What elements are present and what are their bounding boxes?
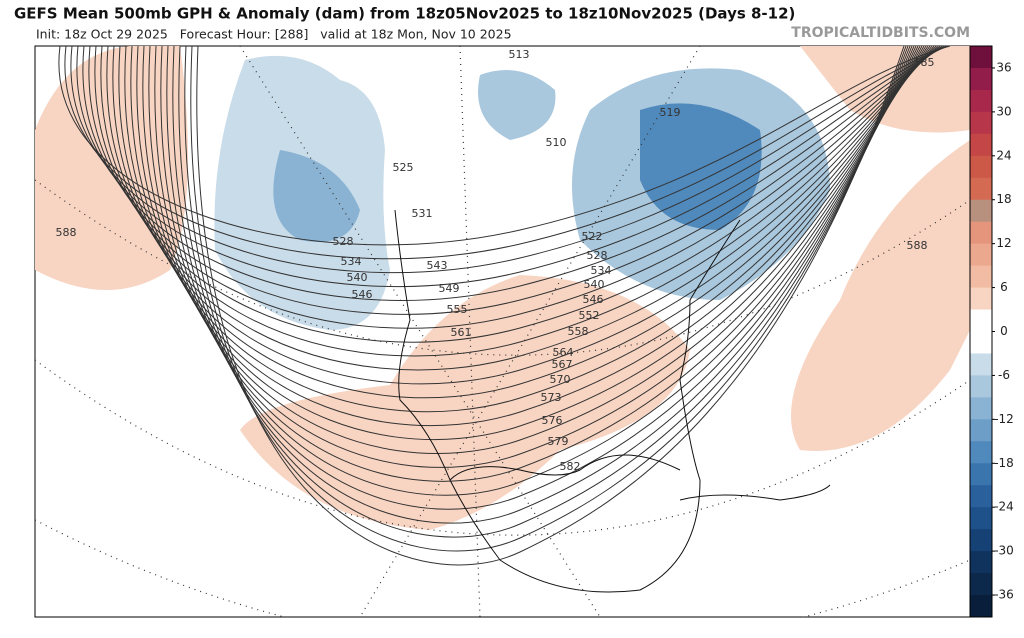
colorbar-segment	[970, 441, 992, 464]
colorbar-tick-label: 18	[996, 192, 1011, 206]
colorbar-segment	[970, 89, 992, 113]
contour	[190, 46, 907, 552]
contour-label: 564	[553, 346, 574, 359]
contour-label: 567	[552, 358, 573, 371]
colorbar-segment	[970, 595, 992, 618]
contour-label: 570	[550, 373, 571, 386]
contour-label: 522	[582, 230, 603, 243]
colorbar-tick-label: 30	[996, 104, 1011, 118]
colorbar-segment	[970, 199, 992, 223]
coastlines	[394, 209, 831, 593]
colorbar-segment	[970, 573, 992, 596]
contour-label: 534	[591, 264, 612, 277]
contour	[130, 46, 927, 413]
contour	[148, 46, 921, 454]
colorbar-tick-label: 12	[996, 236, 1011, 250]
colorbar-tick-label: 6	[1000, 280, 1008, 294]
colorbar-segment	[970, 353, 992, 376]
colorbar-segment	[970, 265, 992, 289]
colorbar-tick-label: -12	[994, 412, 1014, 426]
colorbar-segment	[970, 111, 992, 135]
contour-label: 585	[914, 56, 935, 69]
contour-label: 546	[352, 288, 373, 301]
contour	[178, 46, 911, 524]
contour	[76, 46, 945, 287]
contour-label: 558	[568, 325, 589, 338]
colorbar-tick-label: 0	[1000, 324, 1008, 338]
contour	[166, 46, 915, 496]
contour	[58, 46, 951, 246]
contour-lines	[58, 46, 951, 566]
colorbar-segment	[970, 67, 992, 91]
colorbar-segment	[970, 397, 992, 420]
colorbar-segment	[970, 529, 992, 552]
contour	[88, 46, 941, 315]
contour-label: 525	[393, 161, 414, 174]
colorbar-tick-label: -18	[994, 456, 1014, 470]
contour-label: 549	[439, 282, 460, 295]
contour	[172, 46, 913, 510]
contour-labels: 5135105195255315285345405465435495555615…	[56, 48, 935, 473]
contour	[154, 46, 919, 468]
contour	[142, 46, 923, 441]
colorbar-segment	[970, 375, 992, 398]
contour-label: 552	[579, 309, 600, 322]
contour-label: 588	[56, 226, 77, 239]
colorbar-segment	[970, 507, 992, 530]
watermark: TROPICALTIDBITS.COM	[791, 25, 970, 41]
map: 5135105195255315285345405465435495555615…	[34, 45, 971, 618]
contour-label: 579	[548, 435, 569, 448]
contour-label: 534	[341, 255, 362, 268]
colorbar-segment	[970, 551, 992, 574]
colorbar-segment	[970, 287, 992, 311]
colorbar-segment	[970, 419, 992, 442]
contour-label: 573	[541, 391, 562, 404]
colorbar-segment	[970, 243, 992, 267]
contour	[160, 46, 917, 482]
contour-label: 513	[509, 48, 530, 61]
contour	[184, 46, 909, 538]
colorbar-segment	[970, 331, 992, 354]
title: GEFS Mean 500mb GPH & Anomaly (dam) from…	[14, 5, 795, 23]
contour	[196, 46, 905, 566]
colorbar-segment	[970, 221, 992, 245]
contour-label: 528	[333, 235, 354, 248]
colorbar-tick-label: -24	[994, 500, 1014, 514]
anomaly-shading	[35, 46, 970, 530]
colorbar-tick-label: -36	[994, 588, 1014, 602]
init-info: Init: 18z Oct 29 2025 Forecast Hour: [28…	[36, 27, 512, 42]
colorbar-segment	[970, 309, 992, 332]
colorbar-segment	[970, 133, 992, 157]
contour	[70, 46, 947, 274]
colorbar-segment	[970, 155, 992, 179]
contour-label: 576	[542, 414, 563, 427]
colorbar-tick-label: 24	[996, 148, 1011, 162]
colorbar-segment	[970, 177, 992, 201]
contour-label: 588	[907, 239, 928, 252]
contour-label: 531	[412, 207, 433, 220]
contour-label: 510	[546, 136, 567, 149]
contour-label: 540	[584, 278, 605, 291]
contour-label: 543	[427, 259, 448, 272]
contour-label: 546	[583, 293, 604, 306]
contour-label: 555	[447, 303, 468, 316]
colorbar-segment	[970, 46, 992, 69]
colorbar: 36 30 24 18 12 6 0 -6 -12 -18 -24 -30 -36	[969, 45, 1014, 618]
contour-label: 519	[660, 106, 681, 119]
colorbar-segment	[970, 463, 992, 486]
colorbar-tick-label: -6	[998, 368, 1010, 382]
colorbar-tick-label: 36	[996, 60, 1011, 74]
contour-label: 528	[587, 249, 608, 262]
contour-label: 540	[347, 271, 368, 284]
colorbar-tick-label: -30	[994, 544, 1014, 558]
colorbar-segment	[970, 485, 992, 508]
contour-label: 561	[451, 326, 472, 339]
contour-label: 582	[560, 460, 581, 473]
contour	[136, 46, 925, 427]
